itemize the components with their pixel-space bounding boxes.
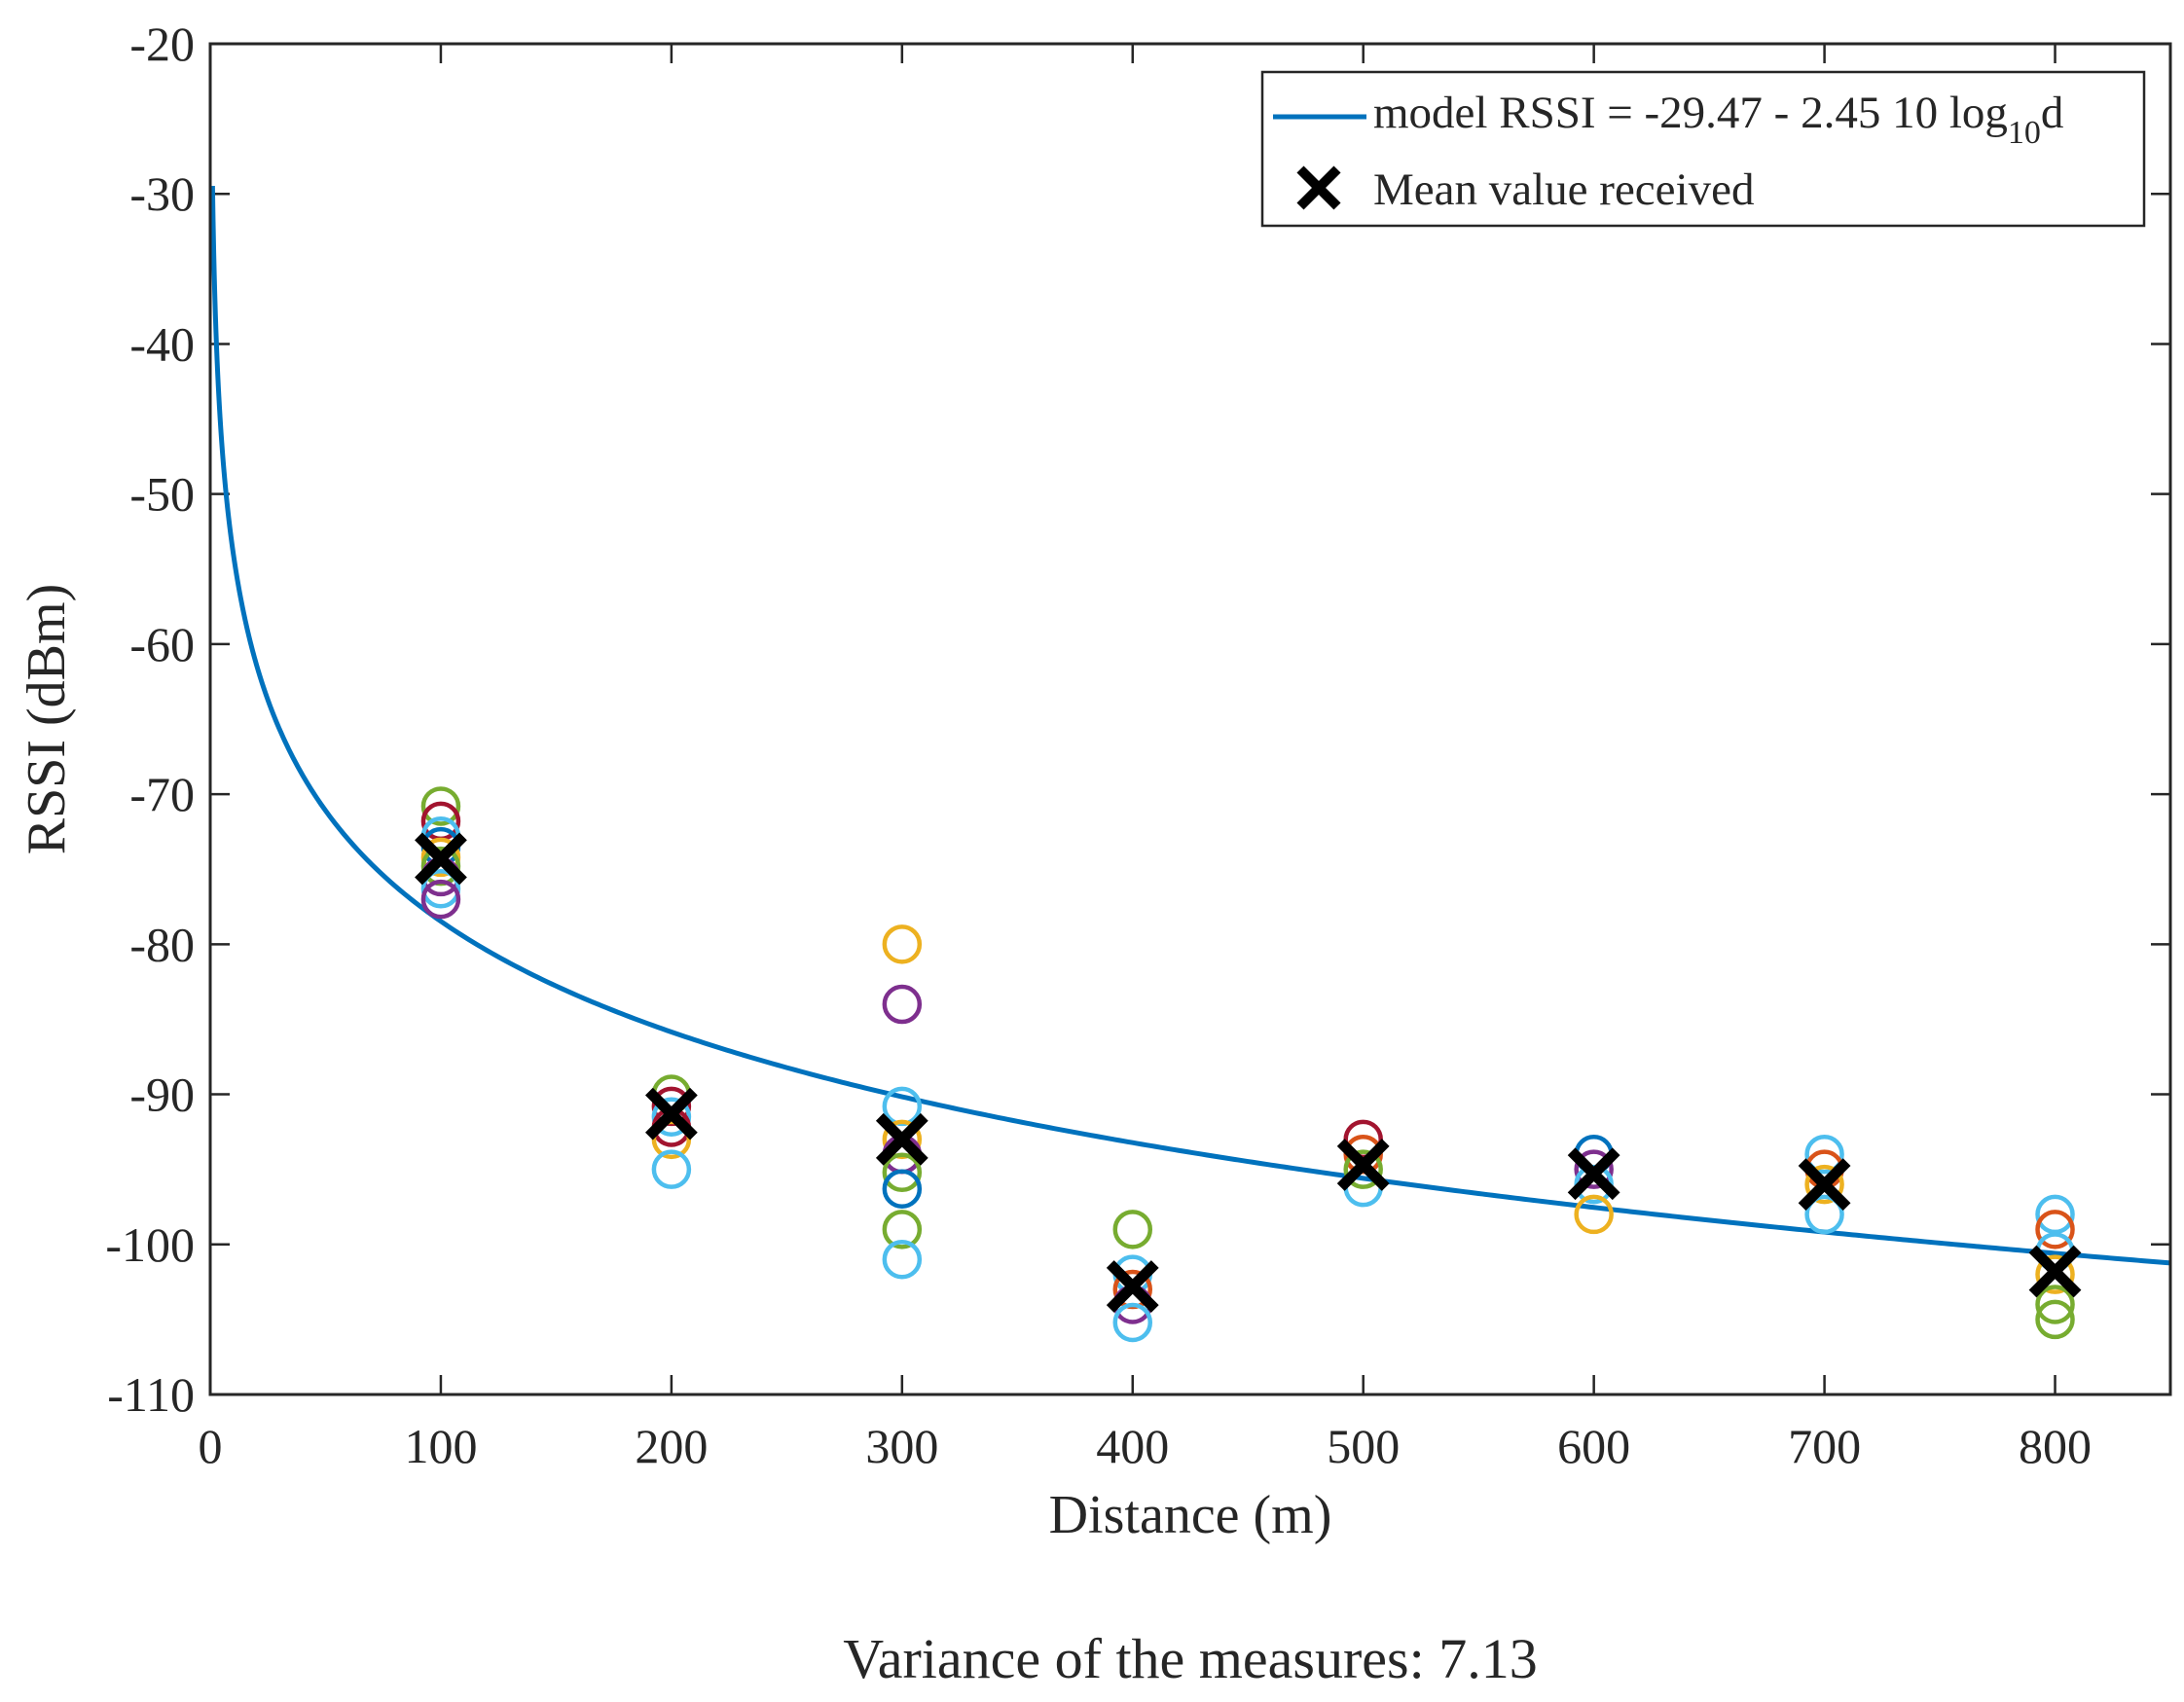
x-tick-label: 400 xyxy=(1096,1419,1169,1473)
measurement-point xyxy=(1574,1149,1614,1189)
legend-mean-label: Mean value received xyxy=(1373,164,1754,215)
measurement-point xyxy=(420,869,461,909)
measurement-point xyxy=(1343,1119,1383,1160)
y-tick-label: -20 xyxy=(129,17,195,71)
measurement-point xyxy=(651,1119,692,1160)
variance-caption: Variance of the measures: 7.13 xyxy=(843,1627,1537,1690)
measurement-point xyxy=(1804,1164,1844,1205)
y-tick-label: -90 xyxy=(129,1068,195,1122)
measurement-point xyxy=(651,1149,692,1189)
measurement-point xyxy=(651,1097,692,1137)
plot-area xyxy=(210,44,2170,1394)
x-tick-label: 700 xyxy=(1788,1419,1861,1473)
measurement-point xyxy=(2035,1254,2075,1294)
mean-value-marker xyxy=(1336,1139,1390,1191)
plot-frame xyxy=(208,42,2172,1396)
x-tick-label: 200 xyxy=(635,1419,708,1473)
legend: model RSSI = -29.47 - 2.45 10 log10d Mea… xyxy=(1260,70,2146,228)
x-tick-label: 0 xyxy=(199,1419,223,1473)
measurement-point xyxy=(1112,1302,1153,1343)
measurement-point xyxy=(1804,1134,1844,1175)
x-axis-title: Distance (m) xyxy=(1049,1485,1332,1545)
y-tick-label: -60 xyxy=(129,617,195,671)
legend-model-subscript: 10 xyxy=(2008,115,2041,151)
y-tick-label: -110 xyxy=(107,1367,195,1422)
legend-box xyxy=(1260,70,2146,228)
x-tick-label: 800 xyxy=(2019,1419,2092,1473)
measurement-point xyxy=(1112,1210,1153,1249)
measurement-point xyxy=(882,1169,923,1209)
axis-tick-labels: 0 100 200 300 400 500 600 700 800 -20 -30 -40 -50 -60… xyxy=(105,17,2092,1473)
mean-value-marker xyxy=(1106,1260,1159,1313)
mean-value-marker xyxy=(415,832,467,886)
y-tick-label: -50 xyxy=(129,467,195,522)
model-curve xyxy=(209,186,2171,1266)
measurement-point xyxy=(420,786,461,826)
mean-value-marker xyxy=(644,1087,698,1141)
measurement-point xyxy=(2035,1285,2075,1324)
measurement-point xyxy=(882,1152,923,1193)
x-tick-label: 500 xyxy=(1327,1419,1400,1473)
y-tick-label: -30 xyxy=(129,166,195,221)
measurement-point xyxy=(2035,1299,2075,1340)
mean-value-marker xyxy=(2028,1245,2082,1298)
x-tick-label: 300 xyxy=(865,1419,938,1473)
x-tick-label: 600 xyxy=(1557,1419,1630,1473)
measurement-point xyxy=(420,879,461,920)
y-tick-label: -80 xyxy=(129,917,195,971)
measurement-point xyxy=(882,984,923,1025)
measurement-point xyxy=(882,1210,923,1249)
x-tick-label: 100 xyxy=(404,1419,477,1473)
legend-mean-cross-icon xyxy=(1296,165,1341,210)
y-tick-label: -40 xyxy=(129,316,195,371)
mean-value-marker xyxy=(1798,1158,1851,1211)
y-tick-label: -70 xyxy=(129,767,195,821)
y-tick-label: -100 xyxy=(105,1217,195,1272)
y-axis-title: RSSI (dBm) xyxy=(17,584,77,855)
mean-value-markers xyxy=(415,832,2082,1313)
mean-value-marker xyxy=(875,1112,928,1166)
measurement-point xyxy=(1804,1194,1844,1235)
measurement-point xyxy=(1343,1149,1383,1189)
measurement-point xyxy=(1574,1194,1614,1235)
mean-value-marker xyxy=(1567,1147,1620,1201)
measurement-point xyxy=(2035,1210,2075,1249)
legend-model-label: model RSSI = -29.47 - 2.45 10 log10d xyxy=(1373,88,2063,151)
measurement-point xyxy=(882,1239,923,1280)
measurement-point xyxy=(2035,1194,2075,1235)
measurement-point xyxy=(882,924,923,964)
